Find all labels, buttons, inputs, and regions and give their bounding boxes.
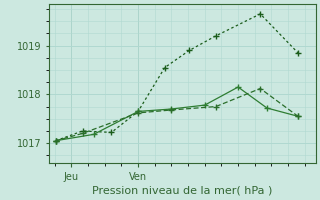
X-axis label: Pression niveau de la mer( hPa ): Pression niveau de la mer( hPa ) (92, 186, 273, 196)
